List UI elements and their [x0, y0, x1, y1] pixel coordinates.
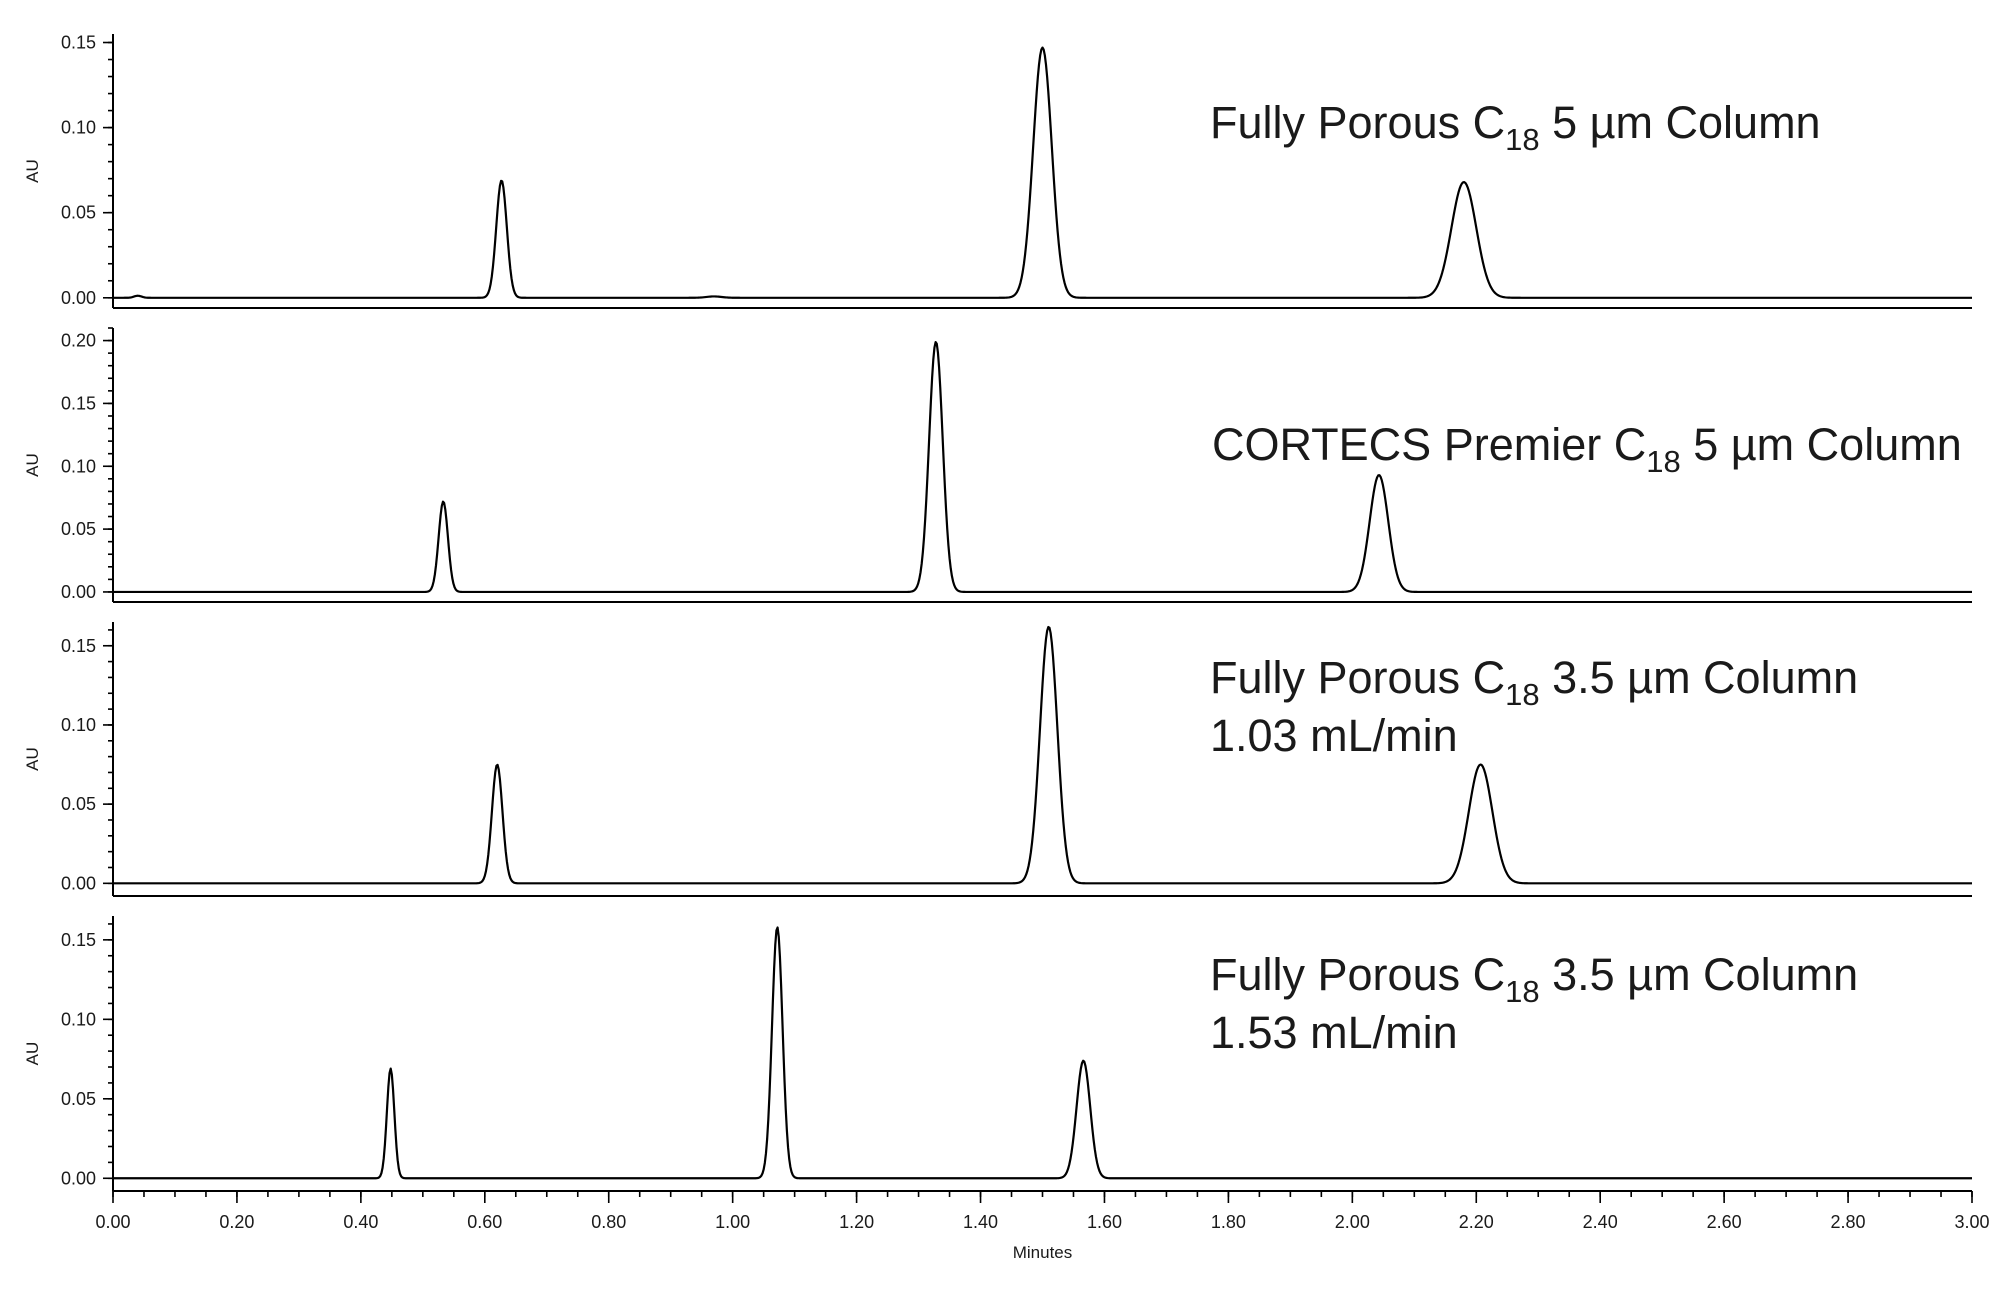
x-tick-label: 1.80 — [1211, 1212, 1246, 1232]
x-tick-label: 1.00 — [715, 1212, 750, 1232]
y-tick-label: 0.00 — [61, 1168, 96, 1188]
x-tick-label: 2.20 — [1459, 1212, 1494, 1232]
x-tick-label: 1.40 — [963, 1212, 998, 1232]
chromatogram-trace — [113, 926, 1972, 1180]
y-tick-label: 0.15 — [61, 930, 96, 950]
x-tick-label: 1.60 — [1087, 1212, 1122, 1232]
x-tick-label: 2.00 — [1335, 1212, 1370, 1232]
y-axis-title: AU — [23, 1042, 42, 1066]
panel-label-prefix: CORTECS Premier C — [1212, 419, 1646, 470]
y-tick-label: 0.10 — [61, 456, 96, 476]
panel-label-suffix: 3.5 µm Column — [1540, 949, 1859, 1000]
y-tick-label: 0.10 — [61, 1009, 96, 1029]
y-axis-title: AU — [23, 453, 42, 477]
y-tick-label: 0.05 — [61, 203, 96, 223]
y-axis-title: AU — [23, 747, 42, 771]
chromatogram-trace — [113, 46, 1972, 299]
chromatogram-panel-4: 0.00 0.05 0.10 0.15 AU Fully Porous C18 3.5 µ… — [23, 916, 1990, 1262]
panel-label: Fully Porous C18 3.5 µm Column — [1210, 652, 1858, 712]
panel-label: Fully Porous C18 3.5 µm Column — [1210, 949, 1858, 1009]
panel-label-subscript: 18 — [1505, 974, 1539, 1009]
y-tick-label: 0.05 — [61, 1089, 96, 1109]
panel-label-suffix: 5 µm Column — [1681, 419, 1962, 470]
y-tick-label: 0.10 — [61, 715, 96, 735]
panel-label-prefix: Fully Porous C — [1210, 97, 1505, 148]
panel-label-flow-rate: 1.03 mL/min — [1210, 710, 1458, 761]
panel-label-prefix: Fully Porous C — [1210, 652, 1505, 703]
x-axis-title: Minutes — [1013, 1243, 1073, 1262]
chromatogram-panel-2: 0.00 0.05 0.10 0.15 0.20 AU CORTECS Premier C1… — [23, 327, 1972, 603]
panel-label-subscript: 18 — [1505, 122, 1539, 157]
panel-label-prefix: Fully Porous C — [1210, 949, 1505, 1000]
chromatogram-trace — [113, 340, 1972, 594]
x-tick-label: 0.20 — [219, 1212, 254, 1232]
x-tick-label: 0.60 — [467, 1212, 502, 1232]
panel-label-suffix: 5 µm Column — [1540, 97, 1821, 148]
x-tick-label: 0.80 — [591, 1212, 626, 1232]
y-tick-label: 0.00 — [61, 288, 96, 308]
y-tick-label: 0.05 — [61, 519, 96, 539]
x-tick-label: 2.40 — [1583, 1212, 1618, 1232]
panel-label-flow-rate: 1.53 mL/min — [1210, 1007, 1458, 1058]
chromatogram-panel-1: 0.00 0.05 0.10 0.15 AU Fully Porous C18 5 µm … — [23, 33, 1972, 309]
panel-label: Fully Porous C18 5 µm Column — [1210, 97, 1821, 157]
panel-label-subscript: 18 — [1505, 677, 1539, 712]
y-tick-label: 0.20 — [61, 331, 96, 351]
y-tick-label: 0.10 — [61, 118, 96, 138]
x-tick-label: 2.80 — [1831, 1212, 1866, 1232]
y-axis-title: AU — [23, 159, 42, 183]
chromatogram-panel-3: 0.00 0.05 0.10 0.15 AU Fully Porous C18 3.5 µ… — [23, 622, 1972, 897]
y-tick-label: 0.00 — [61, 582, 96, 602]
y-tick-label: 0.00 — [61, 873, 96, 893]
x-tick-label: 0.40 — [343, 1212, 378, 1232]
x-tick-label: 0.00 — [95, 1212, 130, 1232]
panel-label: CORTECS Premier C18 5 µm Column — [1212, 419, 1962, 479]
y-tick-label: 0.05 — [61, 794, 96, 814]
panel-label-suffix: 3.5 µm Column — [1540, 652, 1859, 703]
y-tick-label: 0.15 — [61, 393, 96, 413]
panel-label-subscript: 18 — [1646, 444, 1680, 479]
chromatogram-trace — [113, 625, 1972, 885]
y-tick-label: 0.15 — [61, 636, 96, 656]
x-tick-label: 3.00 — [1954, 1212, 1989, 1232]
y-tick-label: 0.15 — [61, 33, 96, 53]
x-tick-label: 2.60 — [1707, 1212, 1742, 1232]
x-tick-label: 1.20 — [839, 1212, 874, 1232]
